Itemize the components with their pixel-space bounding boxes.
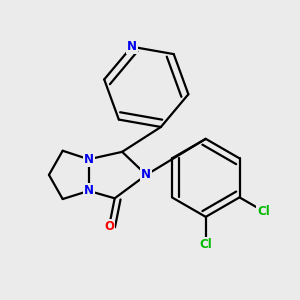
Text: N: N — [141, 168, 151, 182]
Text: Cl: Cl — [200, 238, 212, 251]
Text: N: N — [84, 153, 94, 166]
Text: Cl: Cl — [257, 205, 270, 218]
Text: N: N — [127, 40, 137, 53]
Text: O: O — [104, 220, 114, 233]
Text: N: N — [84, 184, 94, 197]
